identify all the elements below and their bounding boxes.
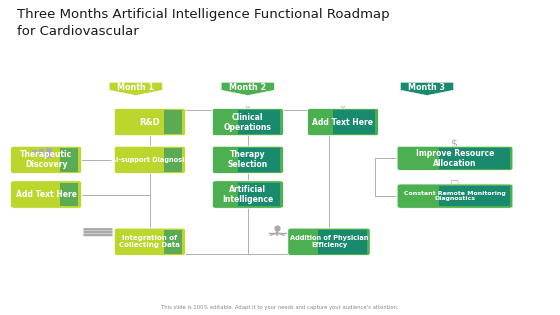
Bar	[60, 148, 78, 172]
Text: Improve Resource
Allocation: Improve Resource Allocation	[416, 149, 494, 168]
FancyBboxPatch shape	[83, 231, 113, 233]
FancyBboxPatch shape	[307, 108, 379, 136]
Text: Month 3: Month 3	[408, 83, 446, 92]
Text: This slide is 100% editable. Adapt it to your needs and capture your audience's : This slide is 100% editable. Adapt it to…	[161, 305, 399, 310]
FancyBboxPatch shape	[114, 228, 185, 255]
Text: Addition of Physician
Efficiency: Addition of Physician Efficiency	[290, 235, 368, 248]
Bar	[238, 110, 280, 134]
FancyBboxPatch shape	[83, 234, 113, 236]
Text: Therapeutic
Discovery: Therapeutic Discovery	[20, 150, 72, 169]
Polygon shape	[109, 82, 162, 95]
FancyBboxPatch shape	[11, 146, 82, 174]
FancyBboxPatch shape	[212, 181, 283, 208]
FancyBboxPatch shape	[39, 149, 44, 156]
FancyBboxPatch shape	[114, 146, 185, 174]
Text: Therapy
Selection: Therapy Selection	[228, 150, 268, 169]
Text: Artificial
Intelligence: Artificial Intelligence	[222, 185, 273, 204]
Polygon shape	[400, 82, 454, 95]
Polygon shape	[221, 82, 274, 95]
Bar	[438, 186, 510, 206]
FancyBboxPatch shape	[212, 108, 283, 136]
Bar	[164, 148, 182, 172]
Bar	[318, 230, 367, 254]
Text: Ai-support Diagnosis: Ai-support Diagnosis	[111, 157, 189, 163]
Bar	[238, 183, 280, 206]
Text: Add Text Here: Add Text Here	[16, 190, 77, 199]
Text: Add Text Here: Add Text Here	[312, 117, 374, 127]
Text: Constant Remote Monitoring
Diagnostics: Constant Remote Monitoring Diagnostics	[404, 191, 506, 201]
Bar	[164, 110, 182, 134]
Text: Month 2: Month 2	[229, 83, 267, 92]
FancyBboxPatch shape	[114, 108, 185, 136]
Bar	[333, 110, 375, 134]
Text: Three Months Artificial Intelligence Functional Roadmap
for Cardiovascular: Three Months Artificial Intelligence Fun…	[17, 8, 389, 38]
Text: Clinical
Operations: Clinical Operations	[224, 112, 272, 132]
Text: $: $	[450, 138, 457, 148]
Bar	[238, 148, 280, 172]
Text: Integration of
Collecting Data: Integration of Collecting Data	[119, 235, 180, 248]
Text: □: □	[449, 179, 458, 189]
Text: Month 1: Month 1	[117, 83, 155, 92]
FancyBboxPatch shape	[83, 228, 113, 231]
Bar	[438, 148, 510, 169]
FancyBboxPatch shape	[212, 146, 283, 174]
FancyBboxPatch shape	[397, 184, 513, 208]
FancyBboxPatch shape	[11, 181, 82, 208]
Text: R&D: R&D	[139, 117, 160, 127]
Bar	[164, 230, 182, 254]
FancyBboxPatch shape	[32, 150, 37, 155]
FancyBboxPatch shape	[397, 146, 513, 170]
FancyBboxPatch shape	[46, 148, 52, 158]
FancyBboxPatch shape	[288, 228, 370, 255]
Bar	[60, 183, 78, 206]
